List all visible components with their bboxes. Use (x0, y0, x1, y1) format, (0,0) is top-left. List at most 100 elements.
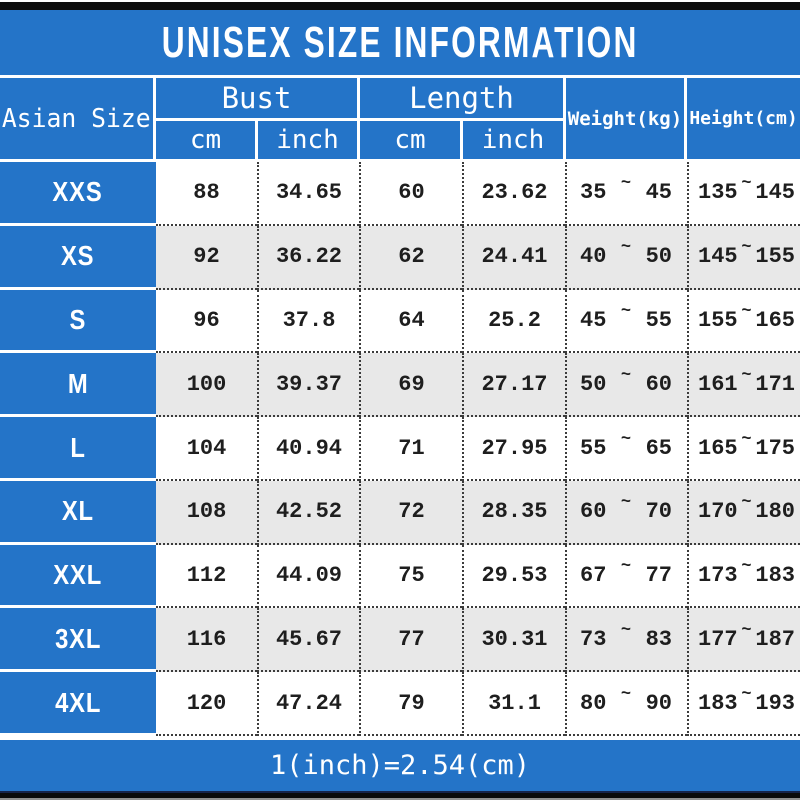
height-min: 183 (698, 690, 738, 716)
tilde-separator: ~ (741, 557, 752, 577)
divider (0, 159, 800, 162)
title-band: UNISEX SIZE INFORMATION (0, 10, 800, 75)
size-cell: M (0, 353, 156, 418)
weight-min: 45 (580, 307, 607, 333)
length-inch-cell: 25.2 (462, 289, 565, 354)
size-cell: L (0, 417, 156, 481)
tilde-separator: ~ (620, 557, 632, 577)
length-inch-cell: 24.41 (462, 225, 565, 290)
conversion-note: 1(inch)=2.54(cm) (269, 750, 531, 781)
weight-cell: 50 ~60 (565, 353, 687, 418)
length-inch-cell: 30.31 (462, 608, 565, 673)
weight-max: 65 (645, 435, 672, 461)
length-cm-cell: 69 (359, 353, 462, 418)
weight-min: 67 (580, 563, 607, 589)
weight-cell: 35 ~45 (565, 162, 687, 226)
weight-max: 77 (645, 563, 672, 589)
length-cm-cell: 77 (359, 608, 462, 673)
height-cell: 161 ~171 (687, 353, 800, 418)
bust-cm-cell: 116 (156, 608, 257, 673)
height-min: 177 (698, 626, 738, 652)
height-max: 155 (755, 244, 795, 270)
size-label: 4XL (54, 686, 102, 718)
height-cell: 177 ~187 (687, 608, 800, 673)
height-min: 170 (698, 499, 738, 525)
weight-cell: 73 ~83 (565, 608, 687, 673)
header-bust-cm: cm (156, 121, 255, 159)
table-header: Asian Size Bust Length Weight(kg) Height… (0, 78, 800, 159)
table-row-4xl: 4XL 120 47.24 79 31.1 80 ~90 183 ~193 (0, 672, 800, 737)
length-cm-cell: 62 (359, 225, 462, 290)
length-inch-cell: 28.35 (462, 480, 565, 545)
length-cm-cell: 64 (359, 289, 462, 354)
size-label: S (69, 303, 87, 335)
header-weight: Weight(kg) (566, 78, 684, 159)
header-bust: Bust (156, 78, 357, 118)
table-row-s: S 96 37.8 64 25.2 45 ~55 155 ~165 (0, 289, 800, 354)
table-row-3xl: 3XL 116 45.67 77 30.31 73 ~83 177 ~187 (0, 608, 800, 673)
size-cell: XXL (0, 544, 156, 609)
bust-inch-cell: 37.8 (257, 289, 359, 354)
header-length-inch: inch (463, 121, 563, 159)
weight-min: 40 (580, 244, 607, 270)
height-min: 173 (698, 563, 738, 589)
tilde-separator: ~ (620, 174, 632, 194)
table-row-l: L 104 40.94 71 27.95 55 ~65 165 ~175 (0, 417, 800, 481)
weight-min: 73 (580, 626, 607, 652)
height-min: 135 (698, 180, 738, 206)
height-cell: 183 ~193 (687, 672, 800, 737)
height-cell: 135 ~145 (687, 162, 800, 226)
bust-inch-cell: 39.37 (257, 353, 359, 418)
size-cell: S (0, 289, 156, 354)
table-body: XXS 88 34.65 60 23.62 35 ~45 135 ~145 XS 9… (0, 162, 800, 737)
weight-cell: 67 ~77 (565, 544, 687, 609)
weight-min: 60 (580, 499, 607, 525)
tilde-separator: ~ (741, 493, 752, 513)
header-length-cm: cm (360, 121, 460, 159)
header-bust-inch: inch (258, 121, 357, 159)
top-black-bar (0, 2, 800, 10)
bust-inch-cell: 47.24 (257, 672, 359, 737)
weight-max: 83 (645, 626, 672, 652)
table-row-xs: XS 92 36.22 62 24.41 40 ~50 145 ~155 (0, 225, 800, 290)
weight-max: 90 (645, 690, 672, 716)
bottom-navy-line (0, 791, 800, 793)
height-cell: 155 ~165 (687, 289, 800, 354)
bust-cm-cell: 96 (156, 289, 257, 354)
height-cell: 170 ~180 (687, 480, 800, 545)
tilde-separator: ~ (620, 493, 632, 513)
header-asian-size-label: Asian Size (2, 103, 151, 134)
bust-cm-cell: 88 (156, 162, 257, 226)
bust-inch-cell: 45.67 (257, 608, 359, 673)
divider (0, 736, 800, 740)
size-cell: 4XL (0, 672, 156, 737)
tilde-separator: ~ (741, 684, 752, 704)
length-inch-cell: 27.17 (462, 353, 565, 418)
table-row-m: M 100 39.37 69 27.17 50 ~60 161 ~171 (0, 353, 800, 418)
weight-max: 55 (645, 307, 672, 333)
weight-min: 55 (580, 435, 607, 461)
length-inch-cell: 27.95 (462, 417, 565, 481)
weight-cell: 60 ~70 (565, 480, 687, 545)
length-cm-cell: 71 (359, 417, 462, 481)
bust-inch-cell: 34.65 (257, 162, 359, 226)
size-label: M (67, 367, 89, 399)
weight-max: 50 (645, 244, 672, 270)
table-row-xl: XL 108 42.52 72 28.35 60 ~70 170 ~180 (0, 480, 800, 545)
weight-max: 60 (645, 371, 672, 397)
footer-band: 1(inch)=2.54(cm) (0, 740, 800, 791)
length-cm-cell: 60 (359, 162, 462, 226)
weight-cell: 40 ~50 (565, 225, 687, 290)
tilde-separator: ~ (620, 429, 632, 449)
header-height: Height(cm) (687, 78, 800, 159)
page-title: UNISEX SIZE INFORMATION (161, 17, 639, 67)
tilde-separator: ~ (620, 620, 632, 640)
length-inch-cell: 29.53 (462, 544, 565, 609)
tilde-separator: ~ (620, 238, 632, 258)
tilde-separator: ~ (741, 174, 752, 194)
height-max: 175 (755, 435, 795, 461)
height-max: 145 (755, 180, 795, 206)
height-cell: 145 ~155 (687, 225, 800, 290)
weight-min: 35 (580, 180, 607, 206)
tilde-separator: ~ (741, 620, 752, 640)
